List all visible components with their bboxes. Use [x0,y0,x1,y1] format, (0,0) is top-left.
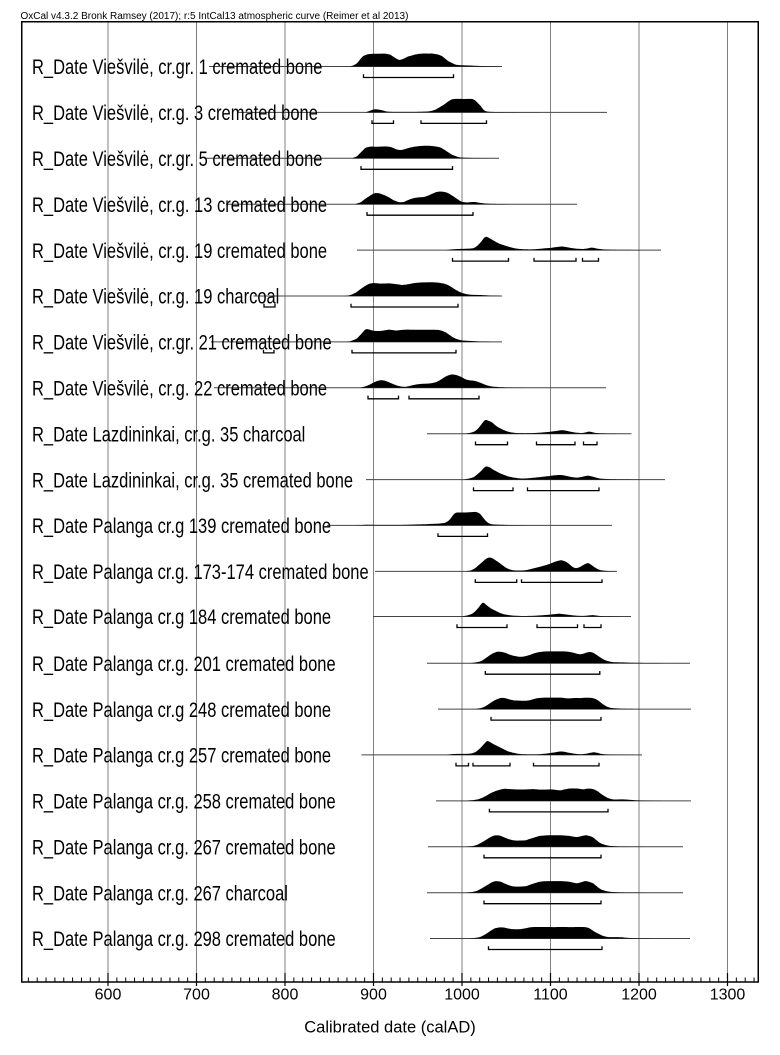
svg-text:R_Date Palanga cr.g. 267 charc: R_Date Palanga cr.g. 267 charcoal [32,882,288,906]
svg-text:R_Date Palanga cr.g. 267 crema: R_Date Palanga cr.g. 267 cremated bone [32,837,336,861]
svg-text:900: 900 [360,987,387,1004]
svg-text:1300: 1300 [710,987,746,1004]
svg-text:R_Date Palanga cr.g 257 cremat: R_Date Palanga cr.g 257 cremated bone [32,745,331,769]
svg-text:1200: 1200 [621,987,657,1004]
svg-text:700: 700 [183,987,210,1004]
svg-text:1100: 1100 [533,987,568,1004]
svg-text:800: 800 [272,987,299,1004]
svg-text:R_Date Viešvilė, cr.g. 13 crem: R_Date Viešvilė, cr.g. 13 cremated bone [32,194,327,218]
svg-text:OxCal v4.3.2 Bronk Ramsey (201: OxCal v4.3.2 Bronk Ramsey (2017); r:5 In… [21,11,409,22]
svg-text:R_Date Palanga cr.g. 258 crema: R_Date Palanga cr.g. 258 cremated bone [32,791,336,815]
svg-text:R_Date Lazdininkai, cr.g. 35 c: R_Date Lazdininkai, cr.g. 35 cremated bo… [32,469,353,493]
svg-text:600: 600 [95,987,122,1004]
svg-text:R_Date Viešvilė, cr.g. 19 char: R_Date Viešvilė, cr.g. 19 charcoal [32,286,279,310]
svg-text:R_Date Palanga cr.g 248 cremat: R_Date Palanga cr.g 248 cremated bone [32,699,331,723]
svg-text:R_Date Viešvilė, cr.gr. 21 cre: R_Date Viešvilė, cr.gr. 21 cremated bone [32,332,332,356]
svg-text:R_Date Viešvilė, cr.g. 19 crem: R_Date Viešvilė, cr.g. 19 cremated bone [32,240,327,264]
svg-text:R_Date Palanga cr.g 139 cremat: R_Date Palanga cr.g 139 cremated bone [32,515,331,539]
svg-text:R_Date Palanga cr.g. 298 crema: R_Date Palanga cr.g. 298 cremated bone [32,928,336,952]
svg-text:R_Date Palanga cr.g. 173-174 c: R_Date Palanga cr.g. 173-174 cremated bo… [32,561,369,585]
svg-text:1000: 1000 [444,987,480,1004]
svg-text:R_Date Viešvilė, cr.g. 3 crema: R_Date Viešvilė, cr.g. 3 cremated bone [32,102,318,126]
svg-text:R_Date Viešvilė, cr.gr. 5 crem: R_Date Viešvilė, cr.gr. 5 cremated bone [32,148,322,172]
svg-text:R_Date Palanga cr.g 184 cremat: R_Date Palanga cr.g 184 cremated bone [32,606,331,630]
svg-text:Calibrated date (calAD): Calibrated date (calAD) [304,1019,476,1037]
svg-text:R_Date Viešvilė, cr.gr. 1 crem: R_Date Viešvilė, cr.gr. 1 cremated bone [32,56,322,80]
svg-text:R_Date Palanga cr.g. 201 crema: R_Date Palanga cr.g. 201 cremated bone [32,653,336,677]
svg-text:R_Date Lazdininkai, cr.g. 35 c: R_Date Lazdininkai, cr.g. 35 charcoal [32,423,305,447]
svg-text:R_Date Viešvilė, cr.g. 22 crem: R_Date Viešvilė, cr.g. 22 cremated bone [32,378,327,402]
